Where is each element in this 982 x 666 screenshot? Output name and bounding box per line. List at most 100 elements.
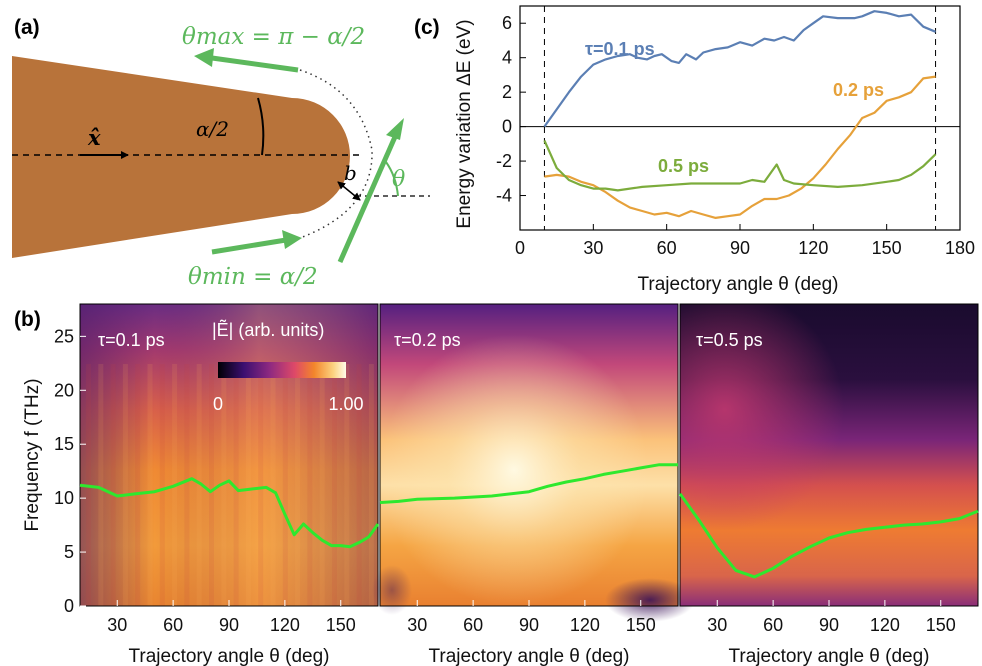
heatmap-xtick-label: 30 (107, 615, 127, 635)
colorbar: |Ẽ| (arb. units) 0 1.00 (212, 319, 364, 414)
heatmap-stripe (184, 364, 190, 606)
heatmap-peak-line-0 (79, 477, 380, 549)
chart-b-xlabel-3: Trajectory angle θ (deg) (728, 646, 929, 666)
heatmap-stripe (221, 364, 227, 606)
panel-b-spectra: (b) τ=0.1 ps τ=0.2 ps τ=0.5 ps 30 60 90 120… (14, 303, 979, 666)
heatmap-xtick-label: 90 (519, 615, 539, 635)
heatmap-ytick-label: 15 (54, 434, 74, 454)
theta-arc (385, 161, 399, 197)
heatmap-peak-line-2 (678, 492, 979, 579)
x-hat-label: x̂ (87, 125, 101, 150)
heatmap-stripe (270, 364, 276, 606)
heatmap-0.1ps-label: τ=0.1 ps (98, 330, 165, 350)
panel-c-energy-chart: (c) 0 30 60 90 120 150 180 -4 -2 0 2 4 6 τ=0.1 ps 0.… (414, 5, 975, 295)
half-angle-arc (257, 97, 265, 156)
chart-c-series-line-1 (544, 75, 936, 219)
heatmap-ytick-label: 0 (64, 596, 74, 616)
chart-b-xlabel-2: Trajectory angle θ (deg) (428, 646, 629, 666)
heatmap-xtick-label: 150 (326, 615, 356, 635)
heatmap-stripe (356, 364, 362, 606)
chart-b-xlabel-1: Trajectory angle θ (deg) (128, 646, 329, 666)
trajectory-arrowhead (386, 118, 404, 140)
theta-min-label: θmin = α/2 (188, 264, 318, 290)
theta-min-arrowhead (282, 230, 302, 249)
heatmap-ytick-label: 20 (54, 380, 74, 400)
heatmap-xtick-label: 120 (270, 615, 300, 635)
chart-c-xtick-label: 90 (730, 238, 750, 258)
colorbar-gradient (218, 362, 346, 378)
heatmap-stripe (307, 364, 313, 606)
chart-c-ytick-label: -2 (496, 151, 512, 171)
chart-c-ytick-label: 0 (502, 117, 512, 137)
heatmap-stripe (196, 364, 202, 606)
heatmap-stripe (295, 364, 301, 606)
chart-c-ticks: 0 30 60 90 120 150 180 -4 -2 0 2 4 6 (496, 6, 975, 258)
impact-arrow (337, 181, 361, 201)
panel-a-schematic: (a) x̂ α/2 b θ θmax = π − α/2 θmin = α/2 (12, 16, 430, 290)
heatmap-xtick-label: 90 (219, 615, 239, 635)
heatmap-stripe (245, 364, 251, 606)
chart-c-ytick-label: -4 (496, 186, 512, 206)
series-label-0.2ps: 0.2 ps (833, 80, 884, 100)
theta-max-label: θmax = π − α/2 (182, 24, 365, 50)
chart-c-xtick-label: 150 (872, 238, 902, 258)
heatmap-stripe (122, 364, 128, 606)
chart-c-xtick-label: 0 (515, 238, 525, 258)
heatmap-xtick-label: 90 (819, 615, 839, 635)
chart-c-xtick-label: 30 (583, 238, 603, 258)
heatmap-ytick-label: 10 (54, 488, 74, 508)
chart-c-ylabel: Energy variation ΔE (eV) (454, 19, 475, 228)
chart-c-xtick-label: 60 (657, 238, 677, 258)
heatmap-0.2ps-label: τ=0.2 ps (394, 330, 461, 350)
heatmap-ytick-label: 25 (54, 326, 74, 346)
colorbar-min: 0 (213, 394, 223, 414)
heatmap-stripe (258, 364, 264, 606)
series-label-0.5ps: 0.5 ps (658, 156, 709, 176)
theta-max-arrowhead (194, 48, 214, 67)
heatmap-stripe (282, 364, 288, 606)
heatmap-xtick-label: 60 (463, 615, 483, 635)
chart-c-xtick-label: 120 (798, 238, 828, 258)
theta-min-arrow (211, 237, 287, 255)
impact-label: b (344, 161, 357, 185)
heatmap-stripe (135, 364, 141, 606)
heatmap-xtick-label: 30 (407, 615, 427, 635)
heatmap-xtick-label: 150 (926, 615, 956, 635)
panel-label-a: (a) (14, 16, 40, 39)
heatmap-stripe (332, 364, 337, 606)
heatmap-stripe (344, 364, 350, 606)
heatmap-ticks: 30 60 90 120 150 30 60 90 120 150 30 60 90 120 1500510… (54, 326, 956, 635)
panel-label-c: (c) (414, 16, 440, 39)
heatmap-stripe (319, 364, 325, 606)
chart-c-ytick-label: 6 (502, 13, 512, 33)
heatmap-0.5ps-label: τ=0.5 ps (696, 330, 763, 350)
chart-b-ylabel: Frequency f (THz) (22, 378, 43, 531)
chart-c-xlabel: Trajectory angle θ (deg) (637, 274, 838, 295)
heatmap-xtick-label: 60 (763, 615, 783, 635)
heatmap-0.1ps: τ=0.1 ps (79, 303, 379, 607)
heatmap-stripe (98, 364, 104, 606)
series-label-0.1ps: τ=0.1 ps (585, 39, 655, 59)
colorbar-label: |Ẽ| (arb. units) (212, 319, 324, 340)
heatmap-stripe (147, 364, 153, 606)
heatmap-peak-line-1 (379, 463, 678, 504)
heatmap-stripe (159, 364, 165, 606)
heatmap-xtick-label: 150 (626, 615, 656, 635)
heatmap-0.2ps: τ=0.2 ps (372, 303, 695, 622)
heatmap-stripe (209, 364, 214, 606)
chart-c-xtick-label: 180 (945, 238, 975, 258)
chart-c-series-line-2 (543, 139, 937, 192)
chart-c-ytick-label: 2 (502, 82, 512, 102)
chart-c-series-group (543, 10, 937, 219)
probe-tip (12, 56, 350, 258)
theta-max-arrow (211, 55, 299, 73)
heatmap-ytick-label: 5 (64, 542, 74, 562)
heatmap-xtick-label: 120 (570, 615, 600, 635)
chart-c-series-line-0 (543, 10, 937, 128)
half-angle-label: α/2 (196, 117, 229, 141)
heatmap-0.5ps: τ=0.5 ps (679, 303, 979, 607)
heatmap-xtick-label: 30 (707, 615, 727, 635)
theta-label: θ (392, 167, 405, 192)
heatmap-stripe (368, 364, 374, 606)
